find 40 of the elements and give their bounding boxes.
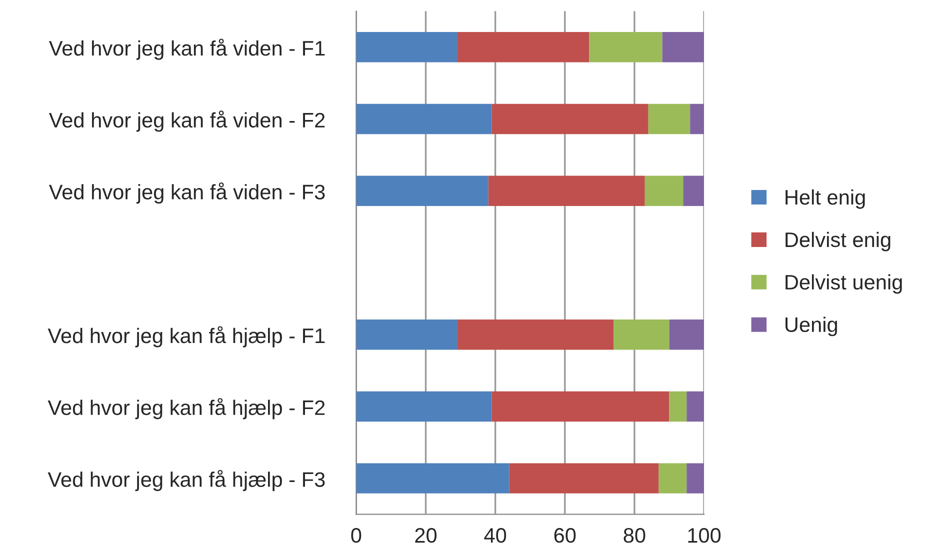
bar: [356, 32, 458, 62]
legend-label: Uenig: [786, 316, 838, 336]
bar: [356, 176, 488, 206]
legend-label: Helt enig: [786, 189, 865, 209]
bar: [356, 104, 492, 134]
y-tick-label: Ved hvor jeg kan få viden - F3: [48, 182, 325, 204]
y-tick-label: Ved hvor jeg kan få hjælp - F2: [48, 398, 325, 420]
y-tick-label: Ved hvor jeg kan få viden - F1: [48, 38, 325, 60]
bar: [492, 391, 670, 422]
bar: [690, 104, 704, 134]
x-tick-label: 100: [688, 528, 721, 543]
bar: [669, 320, 704, 350]
bar: [356, 320, 458, 350]
bar: [614, 320, 670, 350]
bar: [686, 391, 704, 422]
bar: [589, 32, 662, 62]
legend-label: Delvist uenig: [786, 274, 902, 294]
x-tick-label: 40: [484, 528, 506, 543]
bar: [492, 104, 648, 134]
x-tick-label: 0: [351, 528, 362, 543]
bar: [457, 32, 590, 62]
legend-label: Delvist enig: [786, 232, 890, 252]
x-tick-label: 20: [415, 528, 437, 543]
bar: [457, 320, 614, 350]
bar: [488, 176, 645, 206]
bar: [644, 176, 684, 206]
bar: [356, 463, 510, 494]
bar: [648, 104, 690, 134]
y-tick-label: Ved hvor jeg kan få hjælp - F1: [48, 326, 325, 348]
bar: [658, 463, 687, 494]
bar: [356, 391, 492, 422]
bar: [686, 463, 704, 494]
x-tick-label: 80: [624, 528, 646, 543]
y-tick-label: Ved hvor jeg kan få viden - F2: [48, 110, 325, 132]
bar: [669, 391, 687, 422]
bar: [683, 176, 704, 206]
x-tick-label: 60: [554, 528, 576, 543]
y-tick-label: Ved hvor jeg kan få hjælp - F3: [48, 470, 325, 492]
bar: [662, 32, 704, 62]
bar: [509, 463, 659, 494]
